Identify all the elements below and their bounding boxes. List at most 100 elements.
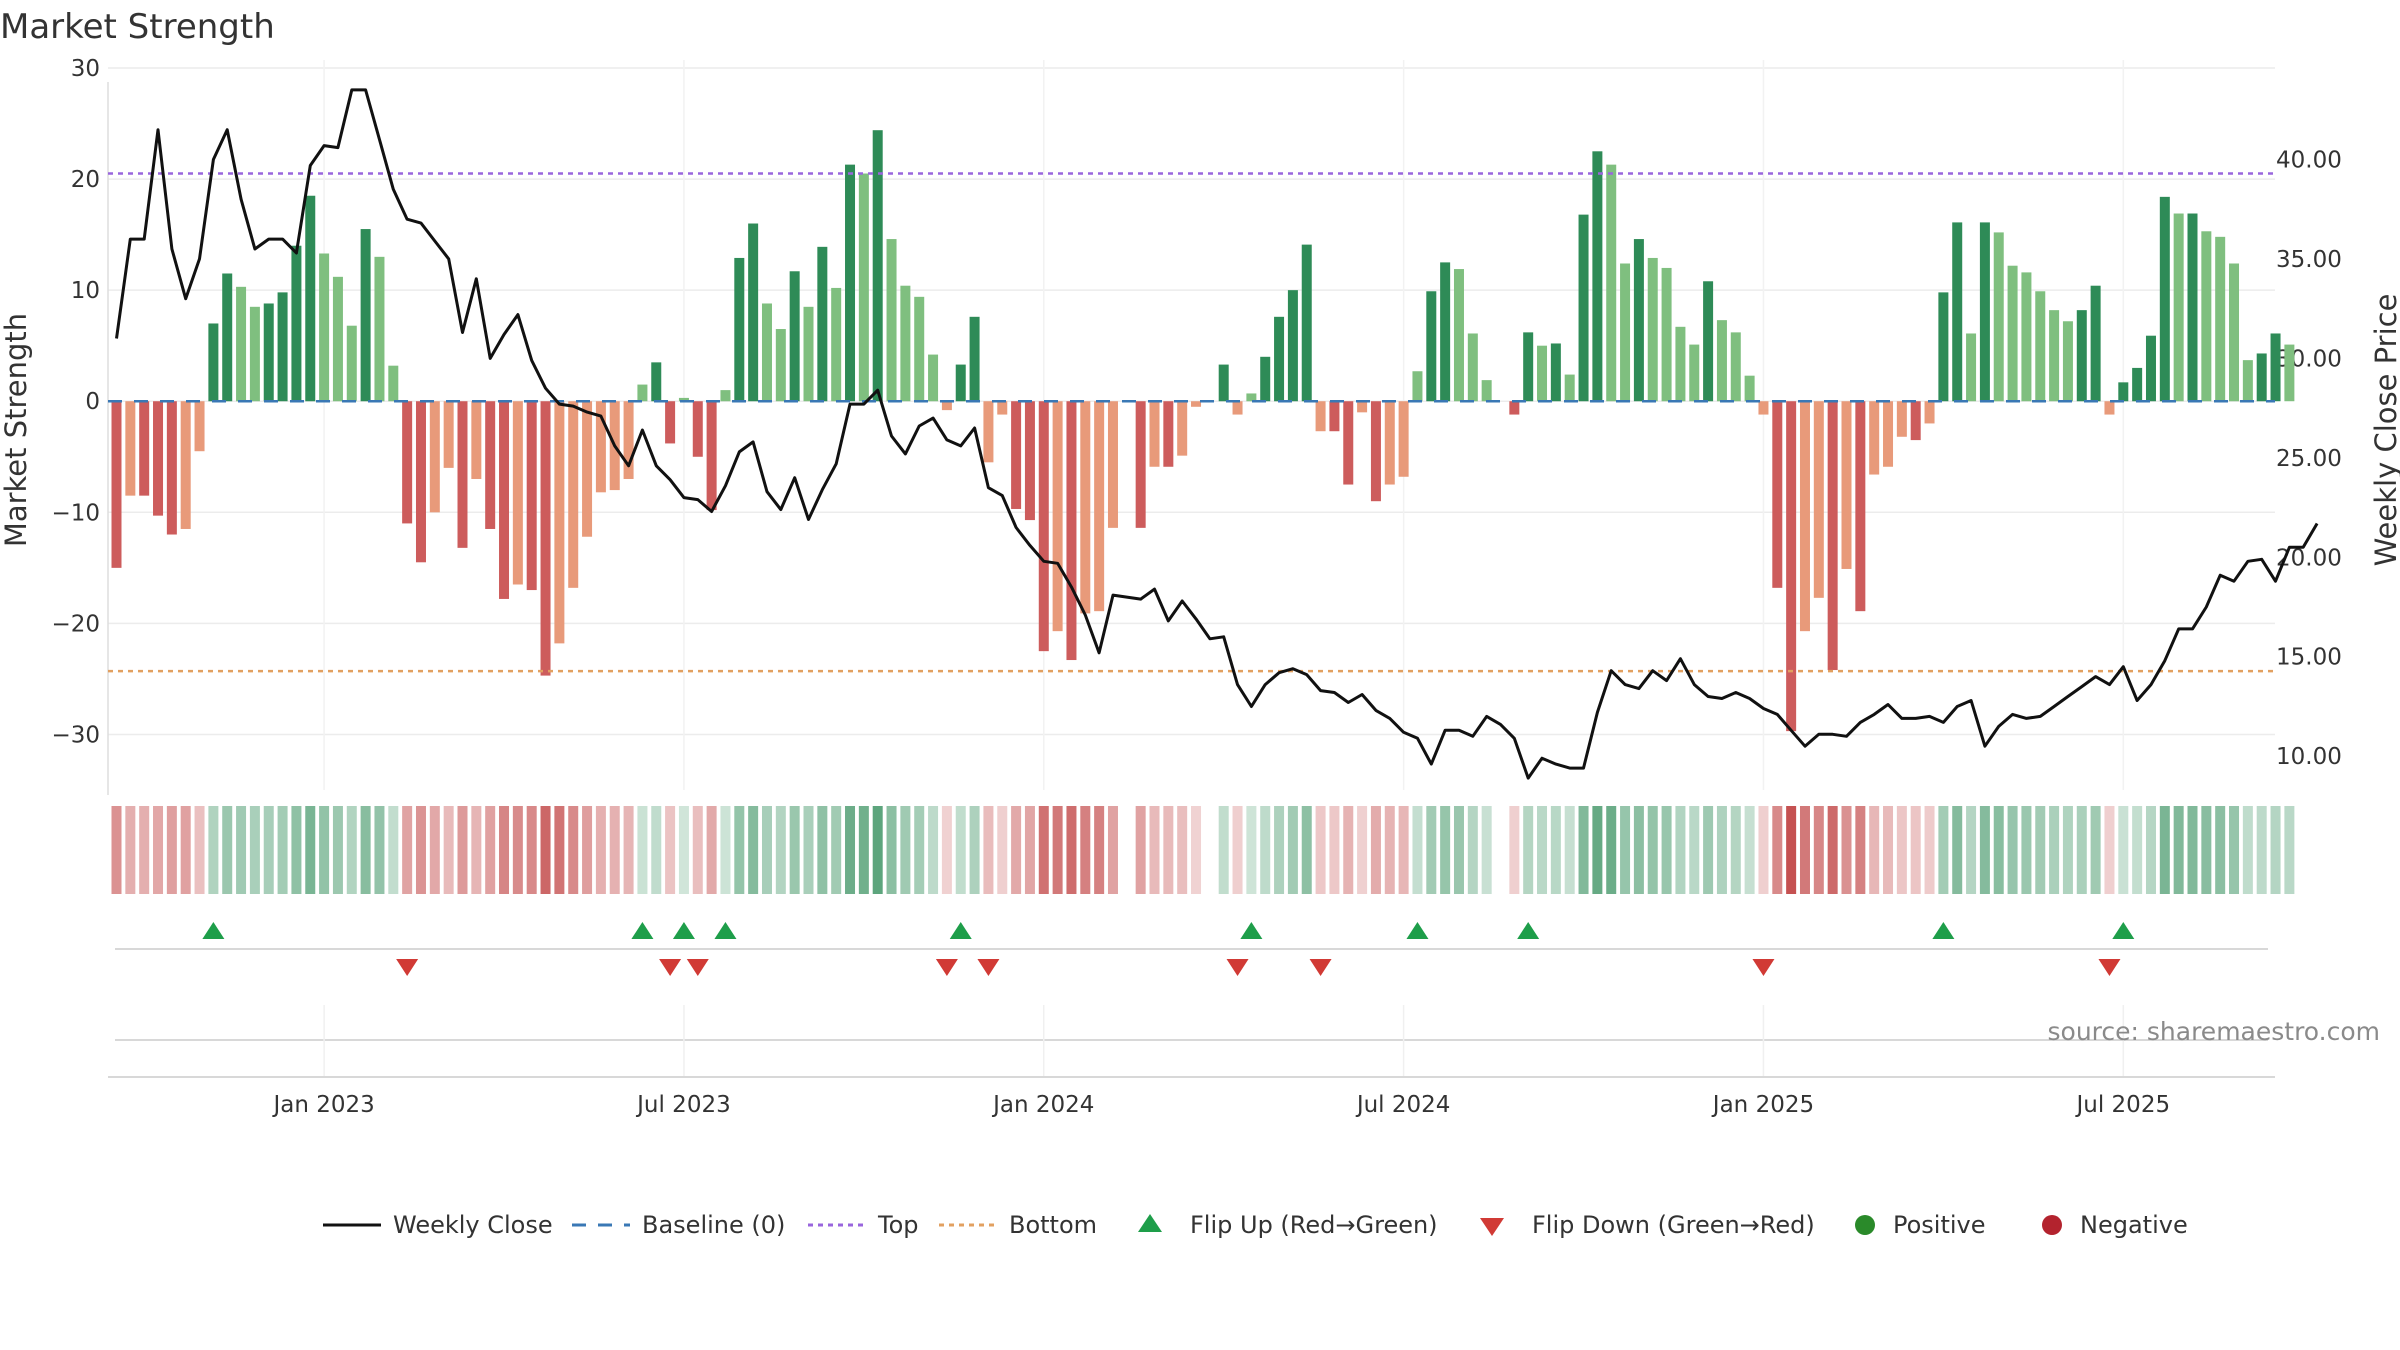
strength-bars	[111, 130, 2295, 732]
regime-cell	[2284, 806, 2295, 894]
regime-cell	[2270, 806, 2281, 894]
strength-bar	[1813, 401, 1824, 598]
regime-cell	[1896, 806, 1907, 894]
strength-bar	[1703, 281, 1714, 402]
y-left-tick-label: 10	[71, 278, 100, 304]
strength-bar	[1094, 401, 1105, 612]
strength-bar	[485, 401, 496, 529]
strength-bar	[1578, 214, 1589, 402]
regime-cell	[775, 806, 786, 894]
regime-cell	[153, 806, 164, 894]
strength-bar	[2145, 335, 2156, 402]
strength-bar	[1606, 164, 1617, 402]
flip-up-marker	[1406, 922, 1429, 939]
strength-bar	[1689, 344, 1700, 402]
x-tick-label: Jul 2025	[2074, 1092, 2170, 1118]
strength-bar	[457, 401, 468, 548]
strength-bar	[692, 401, 703, 457]
x-tick-label: Jan 2023	[271, 1092, 374, 1118]
strength-bar	[263, 303, 274, 402]
strength-bar	[332, 276, 343, 402]
regime-cell	[1633, 806, 1644, 894]
regime-cell	[540, 806, 551, 894]
regime-cell	[761, 806, 772, 894]
regime-cell	[374, 806, 385, 894]
regime-cell	[2118, 806, 2129, 894]
regime-cell	[2021, 806, 2032, 894]
regime-cell	[2173, 806, 2184, 894]
strength-bar	[651, 362, 662, 402]
regime-cell	[1384, 806, 1395, 894]
x-tick-label: Jul 2023	[635, 1092, 731, 1118]
strength-bar	[1315, 401, 1326, 432]
strength-bar	[374, 256, 385, 402]
regime-cell	[1979, 806, 1990, 894]
y-right-tick-label: 10.00	[2276, 744, 2342, 770]
strength-bar	[499, 401, 510, 599]
strength-bar	[1287, 290, 1298, 402]
strength-bar	[526, 401, 537, 591]
regime-cell	[332, 806, 343, 894]
strength-bar	[720, 390, 731, 402]
regime-cell	[319, 806, 330, 894]
regime-cell	[1107, 806, 1118, 894]
regime-cell	[346, 806, 357, 894]
regime-cell	[415, 806, 426, 894]
regime-cell	[1357, 806, 1368, 894]
regime-cell	[997, 806, 1008, 894]
strength-bar	[706, 401, 717, 511]
regime-cell	[2049, 806, 2060, 894]
strength-bar	[2215, 236, 2226, 402]
regime-cell	[1799, 806, 1810, 894]
regime-cell	[1716, 806, 1727, 894]
regime-cell	[1786, 806, 1797, 894]
regime-cell	[236, 806, 247, 894]
regime-cell	[678, 806, 689, 894]
strength-bar	[1550, 343, 1561, 402]
strength-bar	[983, 401, 994, 463]
flip-up-marker	[202, 922, 225, 939]
regime-cell	[1274, 806, 1285, 894]
regime-cell	[900, 806, 911, 894]
strength-bar	[540, 401, 551, 676]
regime-cell	[1232, 806, 1243, 894]
weekly-close-line	[115, 88, 2319, 780]
flip-down-marker	[2098, 959, 2121, 976]
regime-cell	[1855, 806, 1866, 894]
y-left-axis-title: Market Strength	[0, 313, 33, 547]
regime-cell	[2256, 806, 2267, 894]
strength-bar	[1011, 401, 1022, 509]
strength-bar	[665, 401, 676, 444]
strength-bar	[928, 354, 939, 402]
strength-bar	[1993, 232, 2004, 402]
strength-bar	[997, 401, 1008, 415]
legend-label-flip-up: Flip Up (Red→Green)	[1190, 1211, 1438, 1239]
strength-bar	[291, 245, 302, 402]
strength-bar	[1537, 345, 1548, 402]
strength-bar	[1398, 401, 1409, 477]
regime-cell	[665, 806, 676, 894]
regime-cell	[1218, 806, 1229, 894]
strength-bar	[1952, 222, 1963, 402]
strength-bar	[1453, 269, 1464, 402]
regime-cell	[2132, 806, 2143, 894]
strength-bar	[1523, 332, 1534, 402]
strength-bar	[1647, 257, 1658, 402]
strength-bar	[1177, 401, 1188, 456]
strength-bar	[678, 397, 689, 402]
strength-bar	[1855, 401, 1866, 612]
regime-cell	[1606, 806, 1617, 894]
strength-bar	[2104, 401, 2115, 415]
strength-bar	[2201, 231, 2212, 402]
strength-bar	[153, 401, 164, 516]
flip-up-marker	[714, 922, 737, 939]
regime-cell	[554, 806, 565, 894]
strength-bar	[789, 271, 800, 402]
legend-flip-down-icon	[1480, 1218, 1504, 1236]
regime-cell	[1578, 806, 1589, 894]
regime-cell	[623, 806, 634, 894]
strength-bar	[1827, 401, 1838, 671]
strength-bar	[1966, 333, 1977, 402]
strength-bar	[208, 323, 219, 402]
regime-cell	[1910, 806, 1921, 894]
